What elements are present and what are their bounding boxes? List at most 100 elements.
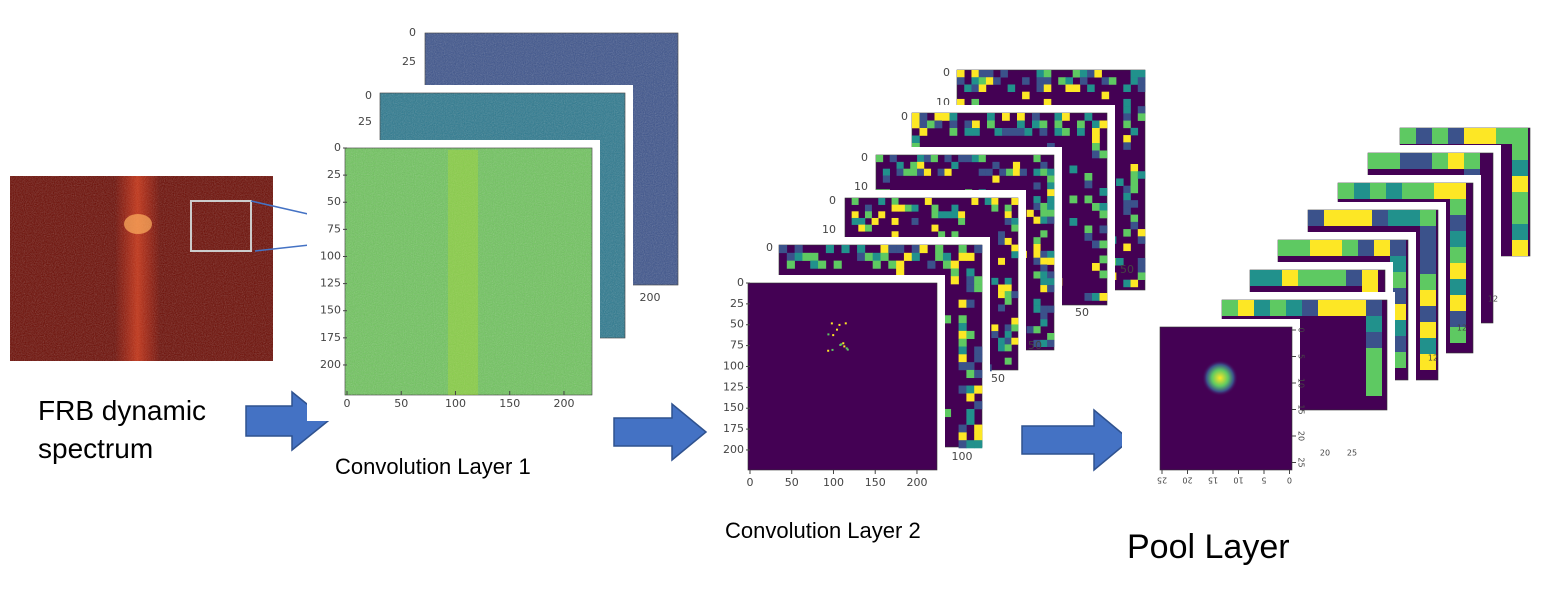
pixel	[1040, 305, 1048, 313]
pixel	[1026, 326, 1034, 334]
pixel	[888, 260, 897, 269]
pixel	[978, 70, 987, 78]
tick-label: 10	[1233, 476, 1243, 485]
layer-label: Convolution Layer 1	[335, 454, 531, 479]
pixel	[1077, 128, 1085, 136]
pixel	[991, 198, 999, 205]
pixel	[1338, 183, 1354, 199]
pixel	[1434, 183, 1450, 199]
panel-texture	[345, 148, 592, 395]
pixel	[1004, 204, 1012, 212]
tick-label: 0	[365, 89, 372, 102]
pixel	[958, 299, 967, 308]
pixel	[1123, 113, 1131, 121]
pixel	[876, 155, 884, 163]
pixel	[1012, 168, 1021, 176]
pixel	[1318, 380, 1334, 396]
pixel	[1092, 143, 1100, 151]
pixel	[910, 161, 918, 169]
pixel	[958, 424, 967, 433]
pixel	[1137, 236, 1146, 244]
pixel	[1390, 240, 1406, 256]
pixel	[1334, 316, 1350, 332]
tick-label: 0	[901, 110, 908, 123]
pixel	[1011, 337, 1019, 345]
pixel	[1043, 70, 1052, 78]
pixel	[1092, 293, 1100, 301]
pixel	[1040, 230, 1048, 238]
pixel	[934, 120, 943, 129]
tick-label: 50	[1075, 306, 1089, 319]
pixel	[958, 346, 967, 355]
pixel	[871, 217, 879, 225]
pixel	[1040, 257, 1048, 265]
pixel	[888, 245, 897, 254]
pixel	[1079, 77, 1088, 85]
pixel	[972, 128, 980, 136]
pixel	[1298, 270, 1314, 286]
pixel	[1011, 244, 1019, 252]
pixel	[992, 161, 1000, 169]
pixel	[966, 362, 975, 371]
pixel	[864, 211, 872, 219]
pixel	[1084, 225, 1093, 234]
pixel	[1310, 240, 1326, 256]
pixel	[1130, 178, 1139, 186]
pixel	[1004, 297, 1012, 305]
pixel	[833, 260, 842, 269]
input-label: spectrum	[38, 433, 153, 464]
pixel	[1366, 300, 1382, 316]
input-label: FRB dynamic	[38, 395, 206, 426]
tick-label: 100	[320, 249, 341, 262]
pixel	[1047, 339, 1055, 347]
pixel	[1033, 182, 1041, 190]
pixel	[831, 348, 834, 351]
pixel	[1420, 226, 1436, 242]
pixel	[1033, 202, 1041, 211]
pixel	[1137, 265, 1146, 273]
pixel	[958, 211, 966, 219]
pixel	[1302, 332, 1318, 348]
tick-label: 15	[1297, 404, 1306, 414]
pixel	[1123, 98, 1131, 107]
pixel	[1040, 312, 1048, 320]
pixel	[1130, 214, 1139, 223]
pixel	[991, 277, 999, 285]
pixel	[1099, 203, 1108, 211]
pixel	[896, 245, 905, 254]
tick-label: 25	[402, 55, 416, 68]
pixel	[843, 345, 846, 348]
pixel	[851, 198, 859, 205]
pixel	[1047, 175, 1055, 183]
tick-label: 200	[640, 291, 661, 304]
pixel	[958, 245, 967, 254]
tick-label: 25	[1297, 457, 1306, 467]
pixel	[951, 211, 959, 219]
pixel	[1386, 183, 1402, 199]
pixel	[942, 113, 950, 121]
tick-label: 0	[829, 194, 836, 207]
pixel	[1512, 128, 1528, 144]
pixel	[1047, 285, 1055, 293]
pixel	[1137, 272, 1146, 280]
pixel	[1384, 153, 1400, 169]
pixel	[974, 346, 983, 355]
pixel	[1099, 210, 1108, 219]
tick-label: 0	[1297, 327, 1306, 332]
tick-label: 150	[499, 397, 520, 410]
pixel	[1358, 240, 1374, 256]
pixel	[1512, 240, 1528, 256]
pixel	[1350, 364, 1366, 380]
pixel	[1099, 188, 1108, 196]
pixel	[966, 299, 975, 308]
pixel	[944, 211, 952, 219]
pixel	[882, 168, 890, 176]
pixel	[896, 161, 904, 169]
pixel	[1101, 91, 1110, 100]
pixel	[958, 385, 967, 394]
pixel	[880, 252, 889, 261]
pixel	[1464, 128, 1480, 144]
pixel	[1033, 326, 1041, 334]
pixel	[882, 175, 890, 183]
pixel	[1033, 257, 1041, 265]
